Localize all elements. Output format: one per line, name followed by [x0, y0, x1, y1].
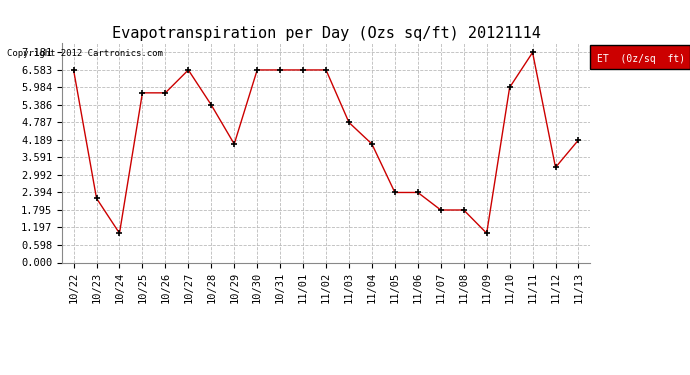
Text: Copyright 2012 Cartronics.com: Copyright 2012 Cartronics.com	[7, 49, 163, 58]
Text: ET  (0z/sq  ft): ET (0z/sq ft)	[597, 54, 685, 64]
Title: Evapotranspiration per Day (Ozs sq/ft) 20121114: Evapotranspiration per Day (Ozs sq/ft) 2…	[112, 26, 540, 40]
